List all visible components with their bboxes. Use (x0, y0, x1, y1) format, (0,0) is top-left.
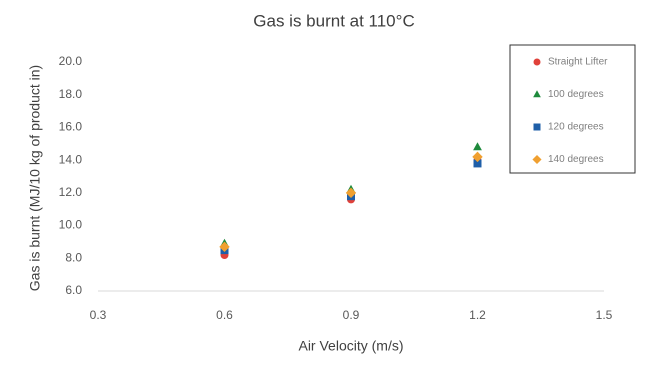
y-tick-label: 20.0 (59, 54, 83, 68)
chart-title: Gas is burnt at 110°C (253, 11, 414, 30)
legend-label: Straight Lifter (548, 57, 608, 68)
x-tick-label: 0.3 (90, 308, 107, 322)
legend-label: 140 degrees (548, 154, 604, 165)
x-tick-label: 0.6 (216, 308, 233, 322)
legend-marker (534, 59, 541, 66)
x-tick-label: 1.5 (596, 308, 613, 322)
y-tick-label: 6.0 (65, 283, 82, 297)
y-tick-label: 16.0 (59, 120, 83, 134)
x-axis-label: Air Velocity (m/s) (298, 338, 403, 354)
marker (473, 142, 482, 150)
legend-label: 100 degrees (548, 89, 604, 100)
chart: Gas is burnt at 110°C Air Velocity (m/s)… (0, 0, 646, 372)
y-axis-label: Gas is burnt (MJ/10 kg of product in) (27, 65, 43, 291)
y-tick-label: 8.0 (65, 250, 82, 264)
legend-marker (534, 124, 541, 131)
y-tick-label: 10.0 (59, 218, 83, 232)
legend-label: 120 degrees (548, 122, 604, 133)
y-tick-label: 18.0 (59, 87, 83, 101)
x-tick-label: 0.9 (343, 308, 360, 322)
y-tick-label: 14.0 (59, 152, 83, 166)
y-tick-label: 12.0 (59, 185, 83, 199)
x-tick-label: 1.2 (469, 308, 486, 322)
